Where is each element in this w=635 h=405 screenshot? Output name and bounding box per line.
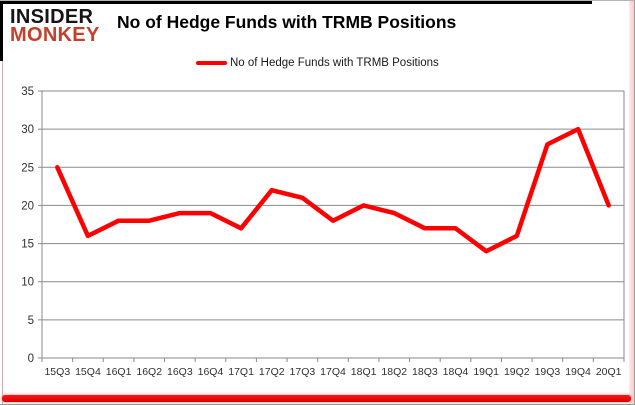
x-axis-label: 16Q2 <box>136 366 162 378</box>
x-axis-label: 17Q4 <box>320 366 346 378</box>
logo-line2: MONKEY <box>10 24 100 47</box>
y-axis-label: 30 <box>21 124 34 136</box>
y-axis-label: 35 <box>21 86 34 98</box>
left-border <box>0 1 3 61</box>
y-axis-label: 10 <box>21 277 34 289</box>
line-chart: 0 5 10 15 20 25 30 35 15Q3 15Q4 16Q1 16Q2 16Q3 16Q4 17… <box>21 86 625 378</box>
x-axis-label: 15Q4 <box>75 366 101 378</box>
y-axis-label: 0 <box>28 353 34 365</box>
x-axis-label: 18Q3 <box>412 366 438 378</box>
x-axis-label: 15Q3 <box>44 366 70 378</box>
insider-monkey-logo: INSIDER MONKEY <box>10 6 100 47</box>
x-axis-label: 19Q4 <box>565 366 591 378</box>
legend: No of Hedge Funds with TRMB Positions <box>196 57 439 69</box>
x-axis-label: 20Q1 <box>596 366 622 378</box>
x-axis-label: 18Q4 <box>443 366 469 378</box>
x-axis-label: 19Q1 <box>473 366 499 378</box>
y-axis-label: 20 <box>21 200 34 212</box>
series-line <box>55 126 611 254</box>
top-border <box>0 1 592 4</box>
x-axis-label: 17Q1 <box>228 366 254 378</box>
bottom-red-bar <box>2 395 631 402</box>
x-axis-label: 18Q1 <box>351 366 377 378</box>
x-axis-label: 19Q2 <box>504 366 530 378</box>
y-axis-label: 5 <box>28 315 34 327</box>
x-axis-label: 17Q2 <box>259 366 285 378</box>
logo-line1: INSIDER <box>10 6 94 28</box>
x-axis-label: 17Q3 <box>290 366 316 378</box>
x-axis-label: 16Q1 <box>106 366 132 378</box>
x-axis-label: 16Q3 <box>167 366 193 378</box>
x-axis-label: 16Q4 <box>198 366 224 378</box>
legend-line-swatch <box>196 61 227 65</box>
x-axis-label: 19Q3 <box>535 366 561 378</box>
left-border-accent <box>2 61 3 404</box>
y-axis-label: 25 <box>21 162 34 174</box>
y-axis-label: 15 <box>21 239 34 251</box>
legend-label: No of Hedge Funds with TRMB Positions <box>230 57 439 69</box>
x-axis-label: 18Q2 <box>381 366 407 378</box>
page-title: No of Hedge Funds with TRMB Positions <box>117 12 457 32</box>
